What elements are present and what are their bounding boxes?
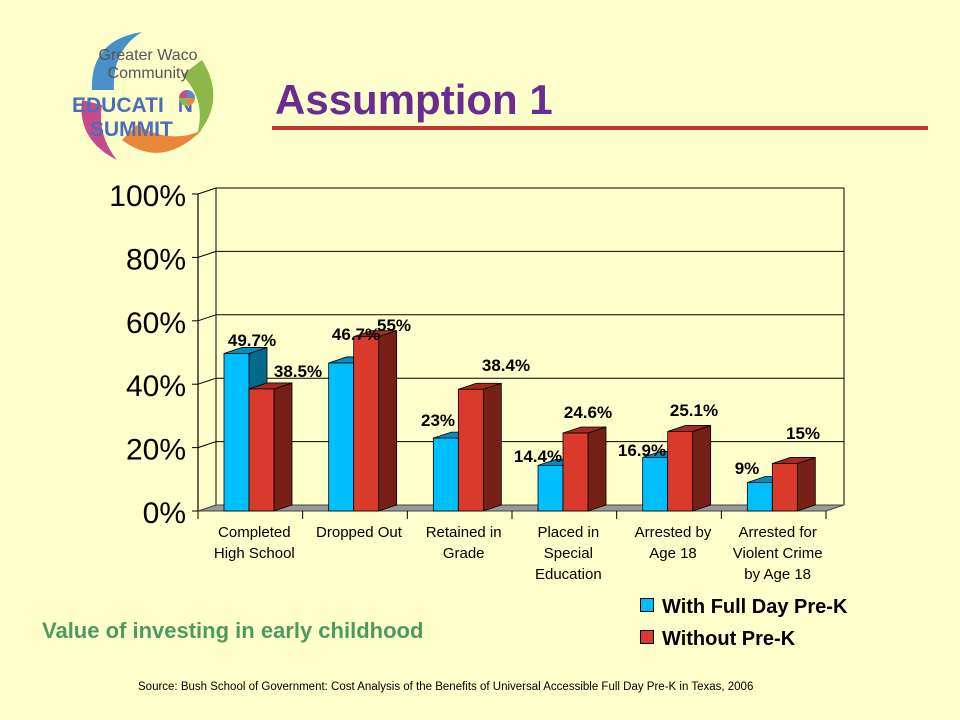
bar-side-without-prek xyxy=(482,382,502,512)
y-tick-label: 60% xyxy=(126,307,186,340)
data-label: 23% xyxy=(421,411,455,430)
x-tick-label: Grade xyxy=(443,545,485,562)
bar-with-prek xyxy=(642,457,669,512)
data-label: 55% xyxy=(377,316,411,335)
source-citation: Source: Bush School of Government: Cost … xyxy=(138,681,754,693)
bar-without-prek xyxy=(562,432,589,512)
bar-side-without-prek xyxy=(796,456,816,512)
logo-line-2: Community xyxy=(108,65,189,82)
bar-without-prek xyxy=(457,388,484,512)
logo-swirl-pink xyxy=(81,100,117,160)
summit-logo: Greater Waco Community EDUCATIN SUMMIT xyxy=(72,32,214,160)
slide-title: Assumption 1 xyxy=(275,76,553,123)
data-label: 38.5% xyxy=(274,362,322,381)
x-tick-label: Special xyxy=(544,545,593,562)
legend-swatch-with-prek xyxy=(640,598,654,612)
x-tick-label: Placed in xyxy=(537,524,599,541)
y-tick-label: 80% xyxy=(126,243,186,276)
x-tick-label: Violent Crime xyxy=(733,545,823,562)
x-tick-label: Completed xyxy=(218,524,291,541)
y-tick-label: 100% xyxy=(109,180,186,213)
logo-swirl-green xyxy=(182,60,214,135)
data-label: 38.4% xyxy=(482,356,530,375)
logo-line-3-a: EDUCATI xyxy=(72,94,164,117)
data-label: 46.7% xyxy=(332,325,380,344)
x-tick-label: High School xyxy=(214,545,295,562)
gridline-diagonal xyxy=(197,187,217,195)
data-label: 24.6% xyxy=(564,403,612,422)
gridline-diagonal xyxy=(197,441,217,449)
x-tick-label: by Age 18 xyxy=(744,566,811,583)
legend-label-with-prek: With Full Day Pre-K xyxy=(662,596,848,618)
data-label: 9% xyxy=(735,459,760,478)
bar-with-prek xyxy=(432,437,459,512)
legend-label-without-prek: Without Pre-K xyxy=(662,628,796,650)
bar-without-prek xyxy=(667,431,694,512)
bar-side-without-prek xyxy=(273,382,293,512)
logo-swirl-blue xyxy=(91,32,142,90)
x-tick-label: Education xyxy=(535,566,602,583)
y-tick-label: 40% xyxy=(126,370,186,403)
title-divider xyxy=(272,126,928,130)
logo-swirl-orange xyxy=(122,125,202,153)
logo-line-1: Greater Waco xyxy=(99,47,198,64)
bar-without-prek xyxy=(353,336,380,512)
logo-line-4: SUMMIT xyxy=(90,118,173,141)
x-tick-label: Age 18 xyxy=(649,545,697,562)
bar-side-without-prek xyxy=(587,426,607,512)
slide-subtitle: Value of investing in early childhood xyxy=(42,618,424,643)
data-label: 15% xyxy=(786,424,820,443)
x-tick-label: Arrested by xyxy=(635,524,712,541)
bar-with-prek xyxy=(746,482,773,512)
logo-ring-icon xyxy=(179,90,195,106)
bar-side-without-prek xyxy=(378,330,398,512)
legend-swatch-without-prek xyxy=(640,630,654,644)
gridline-diagonal xyxy=(197,314,217,322)
data-label: 14.4% xyxy=(514,447,562,466)
gridline-diagonal xyxy=(197,377,217,385)
data-label: 16.9% xyxy=(618,441,666,460)
bar-without-prek xyxy=(771,463,798,512)
bar-with-prek xyxy=(537,464,564,512)
data-label: 49.7% xyxy=(228,331,276,350)
data-label: 25.1% xyxy=(670,401,718,420)
y-tick-label: 0% xyxy=(143,497,186,530)
gridline-diagonal xyxy=(197,250,217,258)
bar-with-prek xyxy=(328,362,355,512)
x-tick-label: Dropped Out xyxy=(316,524,403,541)
bar-with-prek xyxy=(223,353,250,512)
bar-side-without-prek xyxy=(692,424,712,512)
x-tick-label: Retained in xyxy=(426,524,502,541)
bar-without-prek xyxy=(248,388,275,512)
y-tick-label: 20% xyxy=(126,434,186,467)
x-tick-label: Arrested for xyxy=(738,524,816,541)
legend-item-without-prek: Without Pre-K xyxy=(640,628,795,651)
legend-item-with-prek: With Full Day Pre-K xyxy=(640,596,847,619)
